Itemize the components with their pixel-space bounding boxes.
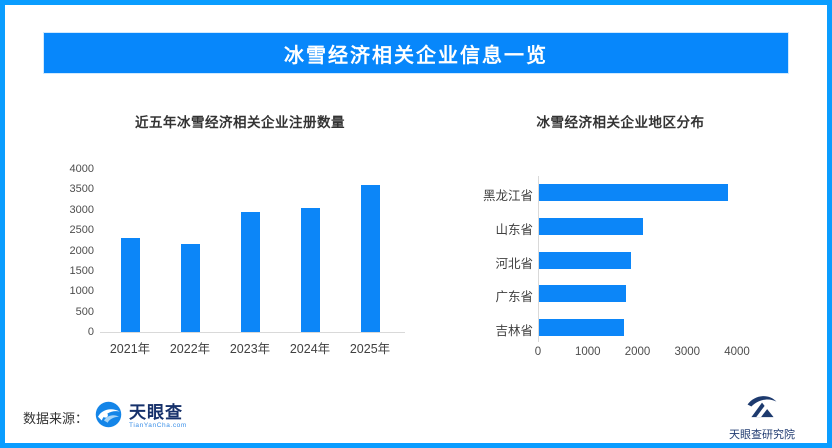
bar-2025年 <box>360 185 380 332</box>
tianyancha-url-text: TianYanCha.com <box>129 422 187 430</box>
bar-黑龙江省 <box>539 184 729 201</box>
x-axis-label: 2025年 <box>349 342 391 356</box>
tianyancha-name: 天眼查 <box>129 403 184 423</box>
y-axis-tick: 1000 <box>69 285 94 298</box>
category-label: 广东省 <box>495 290 533 304</box>
x-axis-label: 2024年 <box>289 342 331 356</box>
y-axis-tick: 3000 <box>69 203 94 216</box>
registrations-chart: 近五年冰雪经济相关企业注册数量 0 500 1000 1500 2000 2500 3000… <box>60 100 420 380</box>
y-axis-tick: 1500 <box>69 264 94 277</box>
category-label: 河北省 <box>495 257 533 271</box>
y-axis-tick: 3500 <box>69 183 94 196</box>
x-axis-label: 2021年 <box>109 342 151 356</box>
tianyancha-institute-icon <box>745 392 779 424</box>
header-banner: 冰雪经济相关企业信息一览 <box>44 33 788 73</box>
regions-chart-title: 冰雪经济相关企业地区分布 <box>536 115 705 130</box>
bar-2024年 <box>300 207 320 332</box>
page-title: 冰雪经济相关企业信息一览 <box>284 44 548 67</box>
x-axis-tick: 4000 <box>724 346 750 358</box>
bar-吉林省 <box>539 319 624 336</box>
x-axis-line <box>100 332 405 333</box>
y-axis-tick: 500 <box>75 305 94 318</box>
x-axis-tick: 0 <box>534 346 542 358</box>
x-axis-label: 2023年 <box>229 342 271 356</box>
bar-2023年 <box>240 211 260 332</box>
tianyancha-eye-icon <box>95 401 122 433</box>
data-source: 数据来源： 天眼查 TianYanCha.com <box>23 401 187 433</box>
y-axis-line <box>538 176 539 342</box>
institute-logo: 天眼查研究院 <box>729 392 795 442</box>
regions-chart: 冰雪经济相关企业地区分布 黑龙江省山东省河北省广东省吉林省 0 1000 2000 30… <box>448 100 793 380</box>
bar-2021年 <box>120 238 140 332</box>
x-axis-tick: 1000 <box>574 346 601 358</box>
y-axis-tick: 2000 <box>69 244 94 257</box>
data-source-label: 数据来源： <box>23 410 89 426</box>
tianyancha-wordmark: 天眼查 TianYanCha.com <box>129 404 187 430</box>
category-label: 黑龙江省 <box>482 189 533 203</box>
x-axis-label: 2022年 <box>169 342 211 356</box>
institute-label: 天眼查研究院 <box>729 429 795 441</box>
x-axis-tick: 2000 <box>624 346 651 358</box>
footer: 数据来源： 天眼查 TianYanCha.com 天眼查研究院 <box>5 392 827 442</box>
y-axis-tick: 4000 <box>69 163 94 175</box>
y-axis-tick: 0 <box>87 326 94 338</box>
bar-广东省 <box>539 285 627 302</box>
registrations-chart-title: 近五年冰雪经济相关企业注册数量 <box>135 115 345 130</box>
bar-2022年 <box>180 244 200 332</box>
category-label: 山东省 <box>495 223 533 237</box>
bar-河北省 <box>539 252 632 269</box>
y-axis-tick: 2500 <box>69 224 94 237</box>
x-axis-tick: 3000 <box>674 346 701 358</box>
bar-山东省 <box>539 218 644 235</box>
category-label: 吉林省 <box>495 324 533 338</box>
